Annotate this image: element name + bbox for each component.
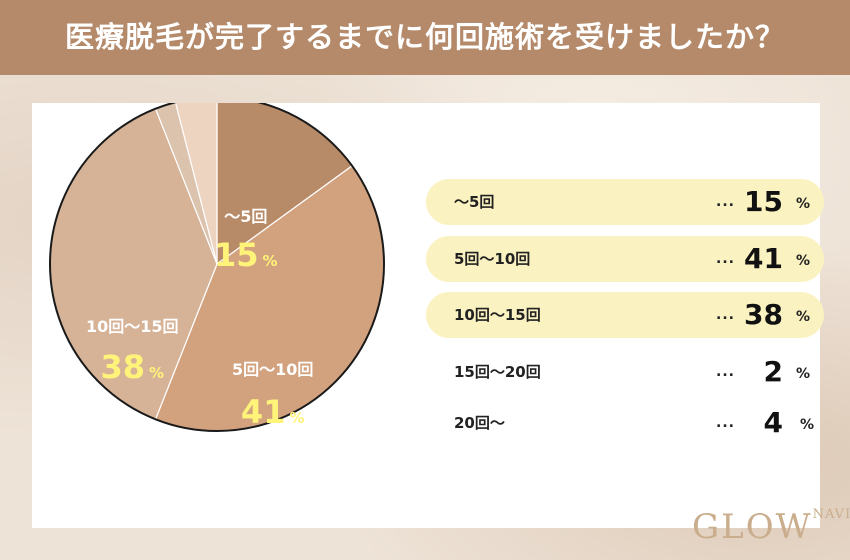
legend-row: 5回〜10回 ... 41 % [426,236,824,282]
pie-label-value: 38% [86,349,179,391]
legend-category: 20回〜 [454,414,505,432]
legend-row: 10回〜15回 ... 38 % [426,292,824,338]
pie-label-value: 41% [232,394,313,436]
legend-category: 10回〜15回 [454,306,541,324]
pie-label-unit: % [262,252,278,270]
legend-unit: % [796,253,811,269]
pie-label-1: 5回〜10回 41% [232,356,313,436]
pie-label-value: 15% [214,237,278,279]
logo-sub: NAVI [812,507,850,522]
page-title: 医療脱毛が完了するまでに何回施術を受けましたか？ [0,0,850,75]
legend-dots: ... [716,415,735,431]
pie-label-unit: % [149,364,165,382]
legend-value: 38 [744,298,783,331]
legend-value: 15 [744,185,783,218]
legend-unit: % [796,366,811,382]
legend-value: 2 [763,355,783,388]
legend-dots: ... [716,251,735,267]
legend-row: 〜5回 ... 15 % [426,179,824,225]
pie-label-category: 〜5回 [224,207,268,226]
legend-unit: % [796,196,811,212]
brand-logo: GLOWNAVI [692,507,850,547]
pie-label-unit: % [289,409,305,427]
logo-main: GLOW [692,507,813,547]
legend-category: 〜5回 [454,193,495,211]
legend-unit: % [800,417,815,433]
pie-label-category: 5回〜10回 [232,360,314,379]
pie-chart [49,103,385,432]
legend-dots: ... [716,307,735,323]
pie-label-2: 10回〜15回 38% [86,313,179,391]
legend-row: 20回〜 ... 4 % [426,400,824,446]
pie-label-number: 15 [214,236,259,274]
legend-value: 4 [763,406,783,439]
legend-category: 5回〜10回 [454,250,531,268]
pie-label-number: 41 [240,393,286,431]
pie-outline [49,103,385,432]
legend-category: 15回〜20回 [454,363,541,381]
chart-panel: 〜5回 15% 5回〜10回 41% 10回〜15回 38% 〜5回 ... 1… [32,103,824,528]
legend-row: 15回〜20回 ... 2 % [426,349,824,395]
legend-value: 41 [744,242,783,275]
legend-unit: % [796,309,811,325]
pie-label-category: 10回〜15回 [86,317,179,336]
pie-slice [175,103,218,265]
legend-dots: ... [716,194,735,210]
pie-label-number: 38 [100,348,146,386]
pie-label-0: 〜5回 15% [214,203,278,279]
legend-dots: ... [716,364,735,380]
